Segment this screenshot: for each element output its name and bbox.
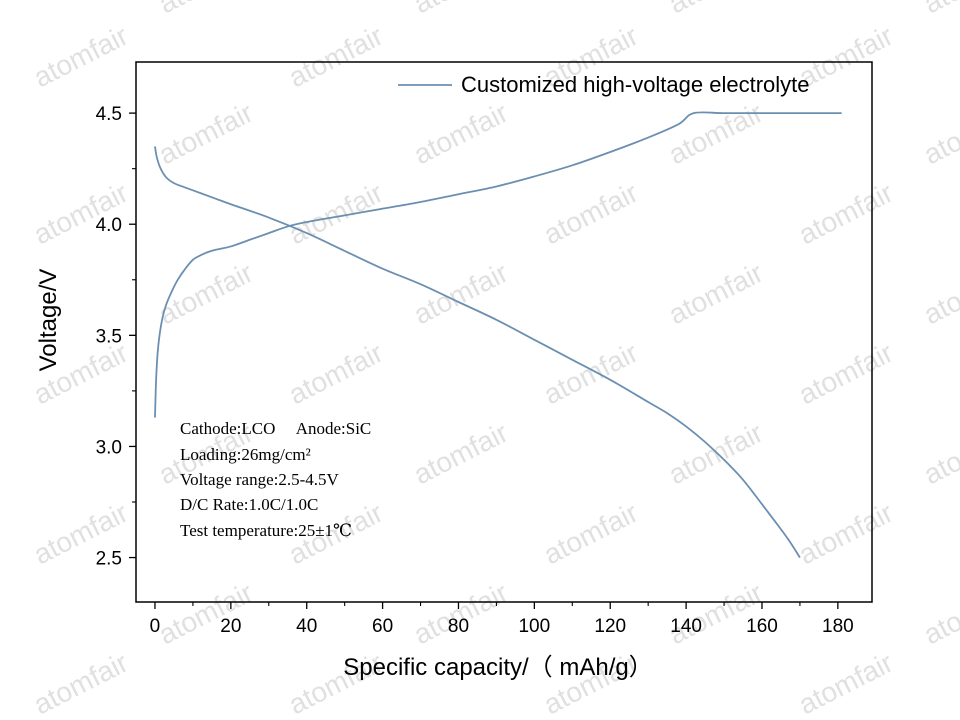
note-voltage-range: Voltage range:2.5-4.5V: [180, 470, 340, 489]
x-tick-labels: 0 20 40 60 80 100 120 140 160 180: [150, 616, 854, 637]
watermark-text: atomfair: [29, 647, 133, 720]
x-tick-label-100: 100: [518, 616, 550, 637]
watermark-text: atomfair: [539, 497, 643, 571]
x-tick-label-160: 160: [746, 616, 778, 637]
watermark-text: atomfair: [664, 257, 768, 331]
watermark-text: atomfair: [0, 0, 3, 19]
y-tick-label-2-5: 2.5: [96, 549, 122, 570]
watermark-text: atomfair: [284, 337, 388, 411]
note-temperature: Test temperature:25±1℃: [180, 521, 352, 540]
watermark-text: atomfair: [0, 257, 3, 331]
y-tick-label-4-5: 4.5: [96, 104, 122, 125]
watermark-text: atomfair: [154, 257, 258, 331]
watermark-text: atomfair: [409, 0, 513, 19]
watermark-text: atomfair: [539, 337, 643, 411]
watermark-text: atomfair: [154, 577, 258, 651]
watermark-text: atomfair: [539, 177, 643, 251]
watermark-text: atomfair: [794, 177, 898, 251]
x-tick-label-120: 120: [594, 616, 626, 637]
discharge-curve: [154, 146, 801, 559]
x-axis-title: Specific capacity/（ mAh/g）: [343, 654, 652, 681]
watermark-text: atomfair: [919, 97, 960, 171]
watermark-text: atomfair: [919, 257, 960, 331]
charge-curve: [154, 111, 842, 418]
watermark-text: atomfair: [919, 577, 960, 651]
x-tick-label-180: 180: [822, 616, 854, 637]
x-tick-label-0: 0: [150, 616, 161, 637]
note-electrodes: Cathode:LCO Anode:SiC: [180, 419, 371, 438]
watermark-text: atomfair: [29, 177, 133, 251]
y-tick-label-3-5: 3.5: [96, 326, 122, 347]
watermark-text: atomfair: [154, 97, 258, 171]
note-rate: D/C Rate:1.0C/1.0C: [180, 495, 318, 514]
watermark-text: atomfair: [664, 577, 768, 651]
x-tick-label-40: 40: [296, 616, 317, 637]
watermark-text: atomfair: [409, 417, 513, 491]
watermark-text: atomfair: [919, 417, 960, 491]
test-conditions-note: Cathode:LCO Anode:SiC Loading:26mg/cm² V…: [180, 419, 371, 540]
x-tick-label-60: 60: [372, 616, 393, 637]
y-tick-label-3: 3.0: [96, 437, 122, 458]
x-tick-label-80: 80: [448, 616, 469, 637]
watermark-text: atomfair: [794, 497, 898, 571]
x-tick-label-20: 20: [220, 616, 241, 637]
legend: Customized high-voltage electrolyte: [398, 72, 810, 97]
y-tick-label-4: 4.0: [96, 215, 122, 236]
plot-frame: [135, 61, 873, 603]
watermark-text: atomfair: [664, 417, 768, 491]
axis-ticks: [129, 112, 839, 609]
legend-label: Customized high-voltage electrolyte: [461, 72, 810, 97]
watermark-text: atomfair: [794, 337, 898, 411]
watermark-text: atomfair: [409, 97, 513, 171]
watermark-text: atomfair: [284, 20, 388, 94]
watermark-text: atomfair: [664, 0, 768, 19]
watermark-text: atomfair: [0, 417, 3, 491]
note-loading: Loading:26mg/cm²: [180, 445, 311, 464]
watermark-text: atomfair: [794, 647, 898, 720]
watermark-text: atomfair: [664, 97, 768, 171]
y-axis-title: Voltage/V: [35, 269, 62, 372]
watermark-text: atomfair: [0, 577, 3, 651]
x-tick-label-140: 140: [670, 616, 702, 637]
watermark-text: atomfair: [409, 577, 513, 651]
watermark-text: atomfair: [919, 0, 960, 19]
watermark-text: atomfair: [154, 0, 258, 19]
watermark-text: atomfair: [284, 177, 388, 251]
series-layer: [154, 111, 842, 559]
y-tick-labels: 2.5 3.0 3.5 4.0 4.5: [96, 104, 122, 569]
watermark-text: atomfair: [0, 97, 3, 171]
watermark-text: atomfair: [29, 20, 133, 94]
